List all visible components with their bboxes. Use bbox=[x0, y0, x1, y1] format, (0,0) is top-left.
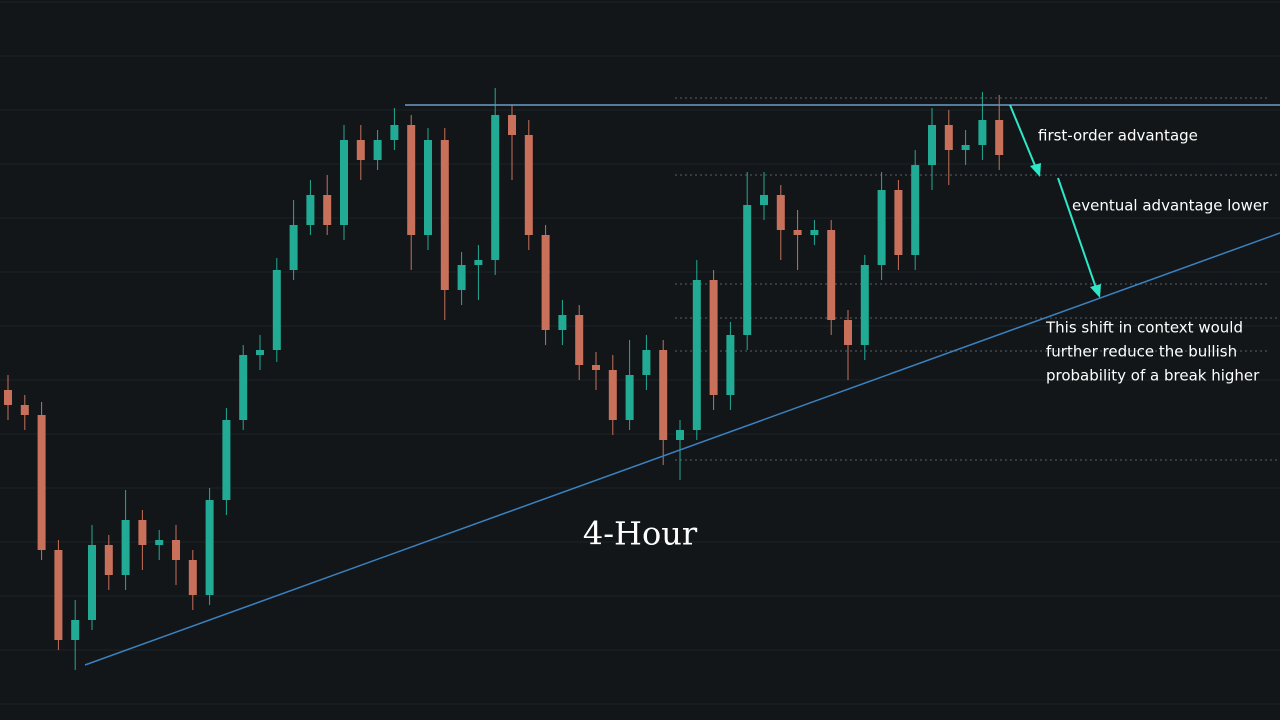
support-line bbox=[84, 232, 1280, 666]
candle-body bbox=[20, 405, 29, 415]
candle-body bbox=[860, 265, 869, 345]
candle-body bbox=[104, 545, 113, 575]
candle-body bbox=[172, 540, 180, 560]
candle-body bbox=[71, 620, 80, 640]
candle-body bbox=[978, 120, 987, 145]
candle-body bbox=[659, 350, 668, 440]
candle-body bbox=[340, 140, 348, 225]
note-line: probability of a break higher bbox=[1046, 367, 1260, 385]
candle-body bbox=[877, 190, 886, 265]
candle-body bbox=[289, 225, 298, 270]
candle-body bbox=[356, 140, 365, 160]
candle-body bbox=[457, 265, 466, 290]
candle-body bbox=[776, 195, 785, 230]
candle-body bbox=[995, 120, 1004, 155]
candle-body bbox=[155, 540, 164, 545]
candle-body bbox=[642, 350, 651, 375]
candle-body bbox=[205, 500, 214, 595]
candle-body bbox=[793, 230, 802, 235]
candle-body bbox=[676, 430, 684, 440]
candle-body bbox=[239, 355, 248, 420]
candle-body bbox=[508, 115, 516, 135]
candle-body bbox=[692, 280, 701, 430]
candle-body bbox=[37, 415, 46, 550]
candle-body bbox=[709, 280, 718, 395]
candle-body bbox=[844, 320, 852, 345]
candle-body bbox=[323, 195, 332, 225]
candle-body bbox=[474, 260, 483, 265]
candle-body bbox=[760, 195, 768, 205]
candle-body bbox=[894, 190, 903, 255]
candle-body bbox=[592, 365, 600, 370]
candle-body bbox=[575, 315, 584, 365]
candle-body bbox=[491, 115, 500, 260]
annotation: eventual advantage lower bbox=[1072, 197, 1269, 215]
candle-body bbox=[138, 520, 147, 545]
candle-body bbox=[407, 125, 416, 235]
candle-body bbox=[272, 270, 281, 350]
candle-body bbox=[911, 165, 920, 255]
candle-body bbox=[827, 230, 836, 320]
candle-body bbox=[743, 205, 752, 335]
candle-body bbox=[88, 545, 96, 620]
candle-body bbox=[390, 125, 399, 140]
candle-body bbox=[524, 135, 533, 235]
candle-body bbox=[188, 560, 197, 595]
annotation: first-order advantage bbox=[1038, 127, 1198, 145]
candle-body bbox=[4, 390, 12, 405]
level-lines bbox=[675, 97, 1280, 461]
chart-title: 4-Hour bbox=[583, 515, 698, 553]
grid bbox=[0, 1, 1280, 705]
candle-body bbox=[306, 195, 315, 225]
candles bbox=[4, 88, 1004, 670]
note-line: This shift in context would bbox=[1045, 319, 1243, 337]
candle-body bbox=[608, 370, 617, 420]
candle-body bbox=[928, 125, 936, 165]
candle-body bbox=[440, 140, 449, 290]
candle-body bbox=[944, 125, 953, 150]
candle-body bbox=[256, 350, 264, 355]
candle-body bbox=[54, 550, 63, 640]
candle-body bbox=[424, 140, 432, 235]
arrows bbox=[1009, 104, 1101, 298]
candle-body bbox=[222, 420, 231, 500]
note-line: further reduce the bullish bbox=[1046, 343, 1237, 361]
candle-body bbox=[726, 335, 735, 395]
candle-body bbox=[810, 230, 819, 235]
candle-body bbox=[961, 145, 970, 150]
candle-body bbox=[373, 140, 382, 160]
candle-body bbox=[121, 520, 130, 575]
candle-body bbox=[558, 315, 567, 330]
candle-body bbox=[541, 235, 550, 330]
candle-body bbox=[625, 375, 634, 420]
